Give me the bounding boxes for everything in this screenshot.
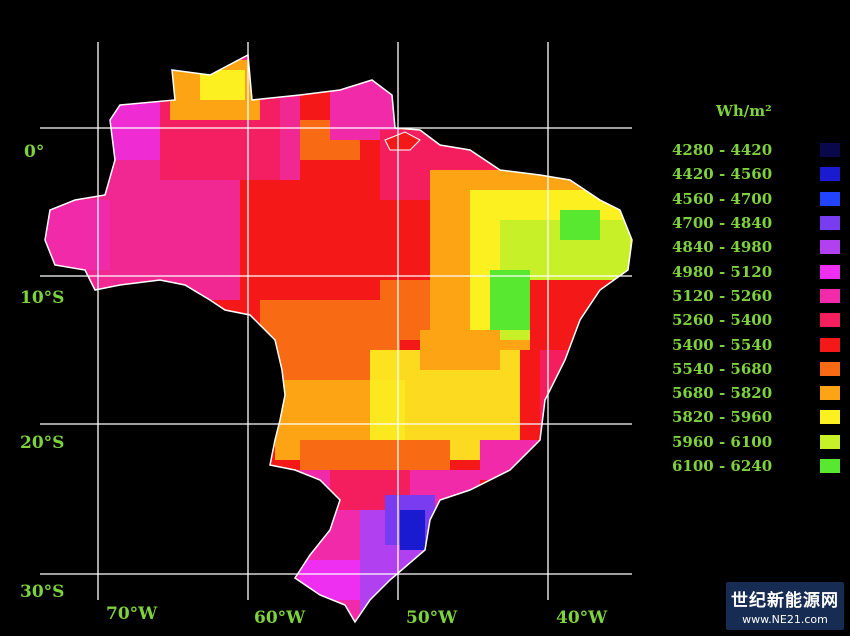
longitude-label-70w: 70°W (106, 604, 158, 624)
watermark-site-name: 世纪新能源网 (731, 591, 839, 611)
longitude-label-40w: 40°W (556, 608, 608, 628)
legend-color-swatch (820, 361, 840, 376)
legend-color-swatch (820, 410, 840, 425)
legend-color-swatch (820, 191, 840, 206)
legend-color-swatch (820, 216, 840, 231)
legend-item-label: 5960 - 6100 (672, 432, 773, 451)
legend-color-swatch (820, 167, 840, 182)
legend-item-label: 5400 - 5540 (672, 335, 773, 354)
legend-color-swatch (820, 143, 840, 158)
legend-item-label: 4840 - 4980 (672, 238, 773, 257)
legend-item: 4980 - 5120 (672, 259, 842, 283)
legend-item: 4700 - 4840 (672, 211, 842, 235)
legend-color-swatch (820, 288, 840, 303)
legend: 4280 - 4420 4420 - 4560 4560 - 4700 4700 - … (672, 138, 842, 478)
legend-color-swatch (820, 459, 840, 473)
legend-item-label: 5680 - 5820 (672, 384, 773, 403)
legend-item-label: 6100 - 6240 (672, 457, 773, 475)
legend-item: 4280 - 4420 (672, 138, 842, 162)
legend-item-label: 4980 - 5120 (672, 262, 773, 281)
legend-item: 4840 - 4980 (672, 235, 842, 259)
legend-item: 4420 - 4560 (672, 162, 842, 186)
legend-unit-title: Wh/m² (716, 102, 772, 120)
longitude-label-50w: 50°W (406, 608, 458, 628)
longitude-label-60w: 60°W (254, 608, 306, 628)
legend-color-swatch (820, 386, 840, 401)
legend-color-swatch (820, 313, 840, 328)
latitude-label-10s: 10°S (20, 288, 65, 308)
legend-color-swatch (820, 434, 840, 449)
legend-item-label: 4280 - 4420 (672, 141, 773, 160)
legend-item-label: 5120 - 5260 (672, 286, 773, 305)
legend-item-label: 4420 - 4560 (672, 165, 773, 184)
legend-color-swatch (820, 264, 840, 279)
island-marker (384, 131, 421, 151)
legend-item: 5960 - 6100 (672, 430, 842, 454)
legend-item-label: 4560 - 4700 (672, 189, 773, 208)
legend-item: 5260 - 5400 (672, 308, 842, 332)
legend-item-label: 4700 - 4840 (672, 214, 773, 233)
legend-item: 5120 - 5260 (672, 284, 842, 308)
legend-item: 4560 - 4700 (672, 187, 842, 211)
legend-color-swatch (820, 240, 840, 255)
graticule (40, 42, 632, 600)
legend-color-swatch (820, 337, 840, 352)
watermark-url: www.NE21.com (742, 613, 828, 626)
legend-item: 5820 - 5960 (672, 405, 842, 429)
legend-item: 6100 - 6240 (672, 454, 842, 478)
legend-item-label: 5820 - 5960 (672, 408, 773, 427)
legend-item: 5680 - 5820 (672, 381, 842, 405)
legend-item: 5540 - 5680 (672, 357, 842, 381)
latitude-label-20s: 20°S (20, 433, 65, 453)
latitude-label-0: 0° (24, 142, 45, 162)
legend-item-label: 5260 - 5400 (672, 311, 773, 330)
legend-item-label: 5540 - 5680 (672, 359, 773, 378)
legend-item: 5400 - 5540 (672, 332, 842, 356)
site-watermark: 世纪新能源网 www.NE21.com (726, 582, 844, 630)
latitude-label-30s: 30°S (20, 582, 65, 602)
